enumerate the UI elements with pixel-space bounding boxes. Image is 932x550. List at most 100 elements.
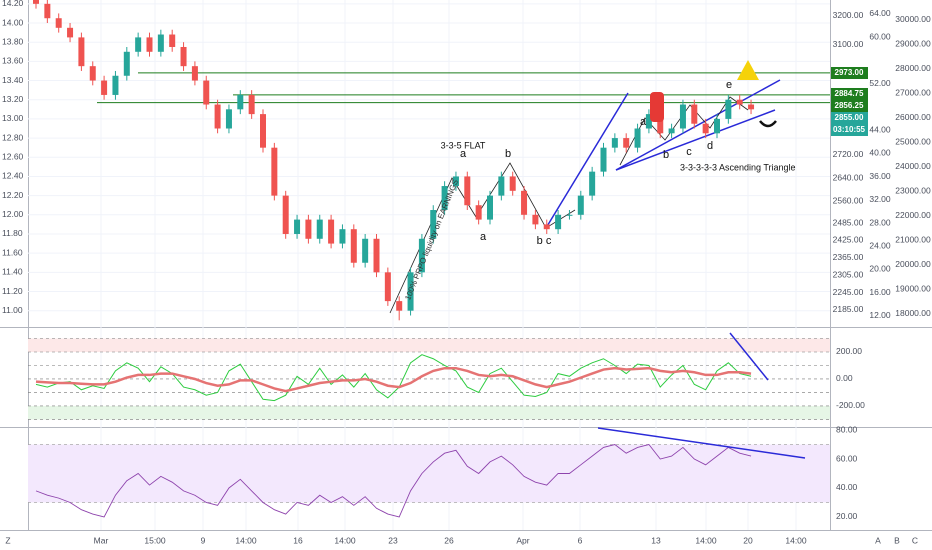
corner-label: C <box>912 535 918 545</box>
y-tick-label: 11.40 <box>2 267 23 277</box>
candle-body <box>180 46 187 67</box>
candle-body <box>623 138 630 148</box>
candle-body <box>498 176 505 196</box>
candle-body <box>645 114 652 129</box>
candle-body <box>135 37 142 52</box>
candle-body <box>430 210 437 239</box>
price-tag <box>831 112 868 124</box>
candle-body <box>748 104 755 110</box>
y-tick-label: 2485.00 <box>833 217 864 227</box>
y-tick-label: 12.00 <box>2 209 24 219</box>
y-tick-label: 2185.00 <box>833 304 864 314</box>
annotation: a <box>480 231 487 243</box>
y-tick-label: 20.00 <box>836 511 858 521</box>
y-tick-label: 11.60 <box>2 247 23 257</box>
candle-body <box>191 66 198 81</box>
candle-body <box>271 147 278 196</box>
y-tick-label: 200.00 <box>836 346 862 356</box>
y-tick-label: 36.00 <box>869 171 891 181</box>
candle-body <box>418 238 425 273</box>
x-tick-label: 9 <box>201 535 206 545</box>
x-tick-label: Apr <box>516 535 529 545</box>
candle-body <box>589 171 596 196</box>
y-tick-label: 14.20 <box>2 0 24 8</box>
y-tick-label: 28.00 <box>869 217 891 227</box>
y-tick-label: 52.00 <box>869 78 891 88</box>
y-tick-label: 24000.00 <box>895 161 931 171</box>
candle-body <box>169 34 176 47</box>
candle-body <box>396 301 403 311</box>
corner-label: B <box>894 535 900 545</box>
y-tick-label: 2425.00 <box>833 235 864 245</box>
candle-body <box>350 229 357 263</box>
corner-label: Z <box>5 535 10 545</box>
annotation: e <box>726 79 732 91</box>
y-tick-label: 20.00 <box>869 264 891 274</box>
price-tag-label: 2884.75 <box>835 89 864 98</box>
price-tag-label: 2973.00 <box>835 68 864 77</box>
y-tick-label: 0.00 <box>836 373 853 383</box>
price-tag <box>831 124 868 136</box>
y-tick-label: 64.00 <box>869 8 891 18</box>
y-tick-label: 11.20 <box>2 286 23 296</box>
x-tick-label: 23 <box>388 535 398 545</box>
y-tick-label: 19000.00 <box>895 284 931 294</box>
price-tag-label: 2856.25 <box>835 101 864 110</box>
candle-body <box>55 18 62 28</box>
upper-zone <box>28 338 830 352</box>
y-tick-label: 13.60 <box>2 56 24 66</box>
candle-body <box>509 176 516 191</box>
annotation: b c <box>537 235 552 247</box>
candle-body <box>146 37 153 52</box>
candle-body <box>702 123 709 134</box>
annotation: b <box>505 148 511 160</box>
candle-body <box>487 195 493 220</box>
y-tick-label: 27000.00 <box>895 88 931 98</box>
candle-body <box>305 219 312 239</box>
candle-body <box>407 272 414 311</box>
x-tick-label: 13 <box>651 535 661 545</box>
y-tick-label: 23000.00 <box>895 186 931 196</box>
y-tick-label: 12.40 <box>2 171 24 181</box>
x-tick-label: 26 <box>444 535 454 545</box>
candle-body <box>362 238 369 263</box>
y-tick-label: 21000.00 <box>895 235 931 245</box>
x-tick-label: 14:00 <box>785 535 807 545</box>
y-tick-label: 44.00 <box>869 124 891 134</box>
y-tick-label: 32.00 <box>869 194 891 204</box>
candle-body <box>260 114 266 148</box>
y-tick-label: 14.00 <box>2 17 24 27</box>
y-tick-label: 13.40 <box>2 75 24 85</box>
candle-body <box>112 75 119 95</box>
y-tick-label: 29000.00 <box>895 39 931 49</box>
candle-body <box>600 147 607 172</box>
candle-body <box>339 229 346 244</box>
y-tick-label: 11.00 <box>2 305 23 315</box>
x-tick-label: 14:00 <box>334 535 356 545</box>
y-tick-label: 13.20 <box>2 94 24 104</box>
candle-body <box>225 109 232 129</box>
y-tick-label: 60.00 <box>836 453 858 463</box>
y-tick-label: 24.00 <box>869 241 891 251</box>
candle-body <box>475 205 482 220</box>
y-tick-label: 3200.00 <box>833 10 864 20</box>
candle-body <box>441 186 448 211</box>
y-tick-label: 13.80 <box>2 36 24 46</box>
candle-body <box>237 94 244 110</box>
x-tick-label: 6 <box>578 535 583 545</box>
candle-body <box>532 214 539 225</box>
candle-body <box>634 128 641 148</box>
x-tick-label: 14:00 <box>235 535 257 545</box>
candle-body <box>44 3 51 19</box>
drawing <box>615 109 776 171</box>
annotation: 3-3-3-3-3 Ascending Triangle <box>680 162 796 172</box>
y-tick-label: 2305.00 <box>833 269 864 279</box>
x-tick-label: 16 <box>293 535 303 545</box>
candle-body <box>214 104 221 129</box>
candle-body <box>123 51 130 76</box>
drawing <box>615 79 781 171</box>
candle-body <box>691 104 698 124</box>
y-tick-label: 60.00 <box>869 31 891 41</box>
candle-body <box>464 176 471 206</box>
y-tick-label: 22000.00 <box>895 210 931 220</box>
